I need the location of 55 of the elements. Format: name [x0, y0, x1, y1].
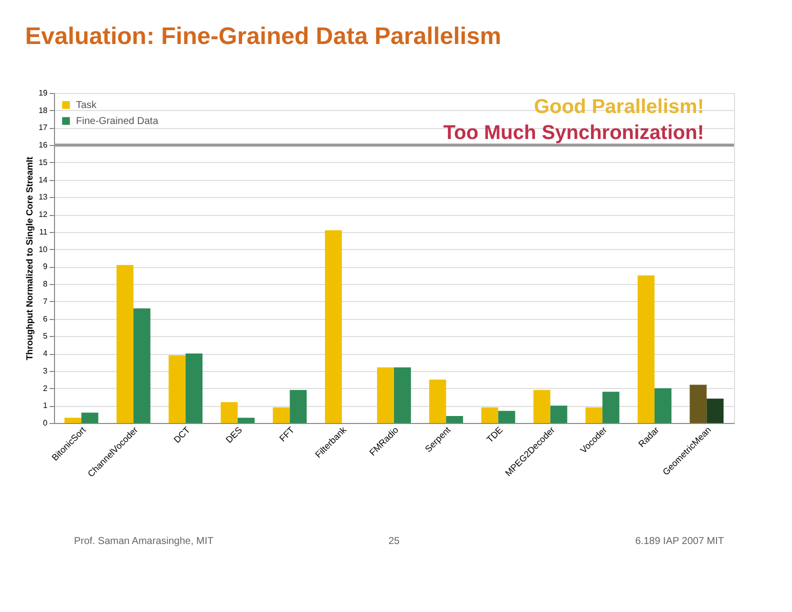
- text: 6.189 IAP 2007 MIT: [635, 536, 724, 547]
- bar: [498, 410, 516, 423]
- bar: [168, 355, 186, 423]
- text: Prof. Saman Amarasinghe, MIT: [74, 536, 214, 547]
- text: 25: [388, 536, 400, 547]
- bar: [602, 392, 620, 423]
- bar: [394, 367, 411, 423]
- bar: [272, 407, 290, 423]
- chart-title: Evaluation: Fine-Grained Data Parallelism: [25, 23, 502, 50]
- bar: [654, 388, 672, 423]
- y-tick-label: 17: [38, 123, 48, 132]
- bar: [533, 390, 550, 423]
- bar: [116, 264, 134, 423]
- bar: [638, 275, 655, 423]
- bar: [690, 384, 707, 423]
- bar: [429, 380, 446, 423]
- bar: [481, 407, 498, 423]
- legend-label: Fine-Grained Data: [76, 116, 159, 127]
- bar: [81, 412, 98, 423]
- legend-label: Task: [76, 100, 98, 111]
- y-tick-label: 15: [38, 158, 48, 167]
- y-tick-label: 9: [43, 262, 48, 272]
- y-tick-label: 2: [43, 384, 48, 393]
- bar: [186, 354, 203, 423]
- y-tick-label: 12: [38, 210, 48, 220]
- y-tick-label: 3: [43, 366, 48, 376]
- y-tick-label: 7: [43, 296, 48, 306]
- bar: [324, 230, 342, 423]
- y-tick-label: 8: [43, 280, 48, 289]
- bar: [446, 416, 464, 423]
- y-tick-label: 10: [38, 244, 48, 254]
- y-tick-label: 6: [43, 314, 48, 324]
- annotation: Good Parallelism!: [534, 96, 704, 118]
- bar: [238, 418, 255, 423]
- y-axis-title: Throughput Normalized to Single Core StreamIt: [24, 156, 35, 360]
- y-tick-label: 1: [43, 401, 48, 410]
- y-tick-label: 5: [43, 332, 48, 341]
- bar: [64, 418, 82, 423]
- bar: [220, 402, 238, 423]
- bar: [585, 407, 602, 423]
- bar: [133, 308, 150, 423]
- x-tick-label: TDE: [484, 424, 505, 445]
- annotation: Too Much Synchronization!: [443, 122, 704, 144]
- y-tick-label: 11: [39, 227, 48, 236]
- y-tick-label: 18: [38, 106, 48, 115]
- y-tick-label: 0: [43, 418, 48, 428]
- y-tick-label: 13: [38, 192, 48, 202]
- bar: [706, 398, 724, 423]
- bar: [377, 367, 394, 423]
- y-tick-label: 16: [38, 140, 48, 150]
- y-tick-label: 14: [38, 175, 48, 184]
- bar: [550, 406, 568, 423]
- bar: [290, 390, 307, 423]
- y-tick-label: 4: [43, 349, 48, 358]
- y-tick-label: 19: [38, 88, 48, 98]
